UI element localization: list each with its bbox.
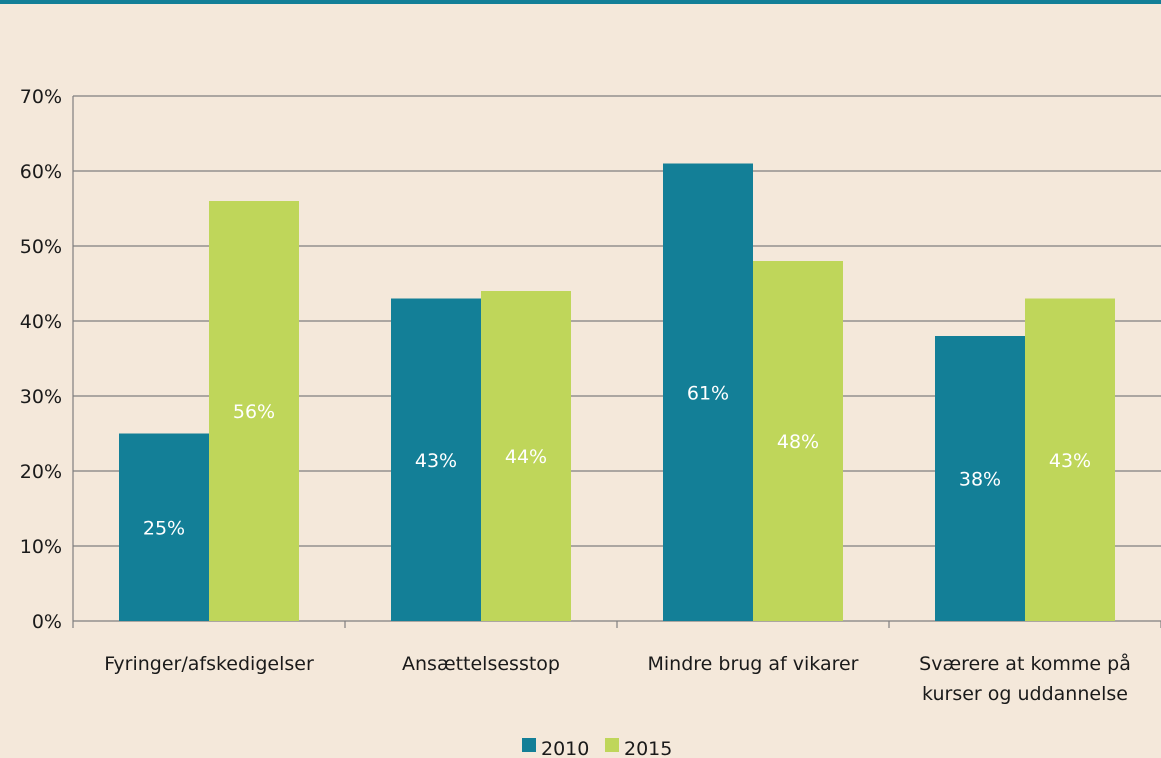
bar bbox=[119, 433, 209, 621]
legend-swatch bbox=[605, 738, 619, 752]
legend-label: 2010 bbox=[541, 738, 589, 758]
y-tick-label: 70% bbox=[20, 86, 62, 108]
bar bbox=[391, 298, 481, 621]
data-label: 43% bbox=[415, 450, 457, 472]
data-label: 56% bbox=[233, 401, 275, 423]
data-label: 61% bbox=[687, 382, 729, 404]
y-tick-label: 10% bbox=[20, 536, 62, 558]
y-tick-label: 60% bbox=[20, 161, 62, 183]
x-category-label: kurser og uddannelse bbox=[922, 683, 1128, 705]
y-tick-label: 40% bbox=[20, 311, 62, 333]
bar bbox=[935, 336, 1025, 621]
x-category-label: Mindre brug af vikarer bbox=[647, 653, 858, 675]
y-tick-label: 0% bbox=[32, 611, 62, 633]
bar bbox=[753, 261, 843, 621]
data-label: 38% bbox=[959, 469, 1001, 491]
legend-swatch bbox=[522, 738, 536, 752]
top-accent-rule bbox=[0, 0, 1161, 4]
x-category-label: Sværere at komme på bbox=[919, 652, 1131, 675]
bar bbox=[1025, 298, 1115, 621]
y-tick-label: 30% bbox=[20, 386, 62, 408]
bar bbox=[209, 201, 299, 621]
data-label: 48% bbox=[777, 431, 819, 453]
y-tick-label: 20% bbox=[20, 461, 62, 483]
x-category-label: Ansættelsesstop bbox=[402, 653, 560, 675]
data-label: 43% bbox=[1049, 450, 1091, 472]
data-label: 25% bbox=[143, 517, 185, 539]
legend-label: 2015 bbox=[624, 738, 672, 758]
bar bbox=[481, 291, 571, 621]
data-label: 44% bbox=[505, 446, 547, 468]
y-tick-label: 50% bbox=[20, 236, 62, 258]
bar bbox=[663, 163, 753, 621]
x-category-label: Fyringer/afskedigelser bbox=[104, 653, 314, 675]
